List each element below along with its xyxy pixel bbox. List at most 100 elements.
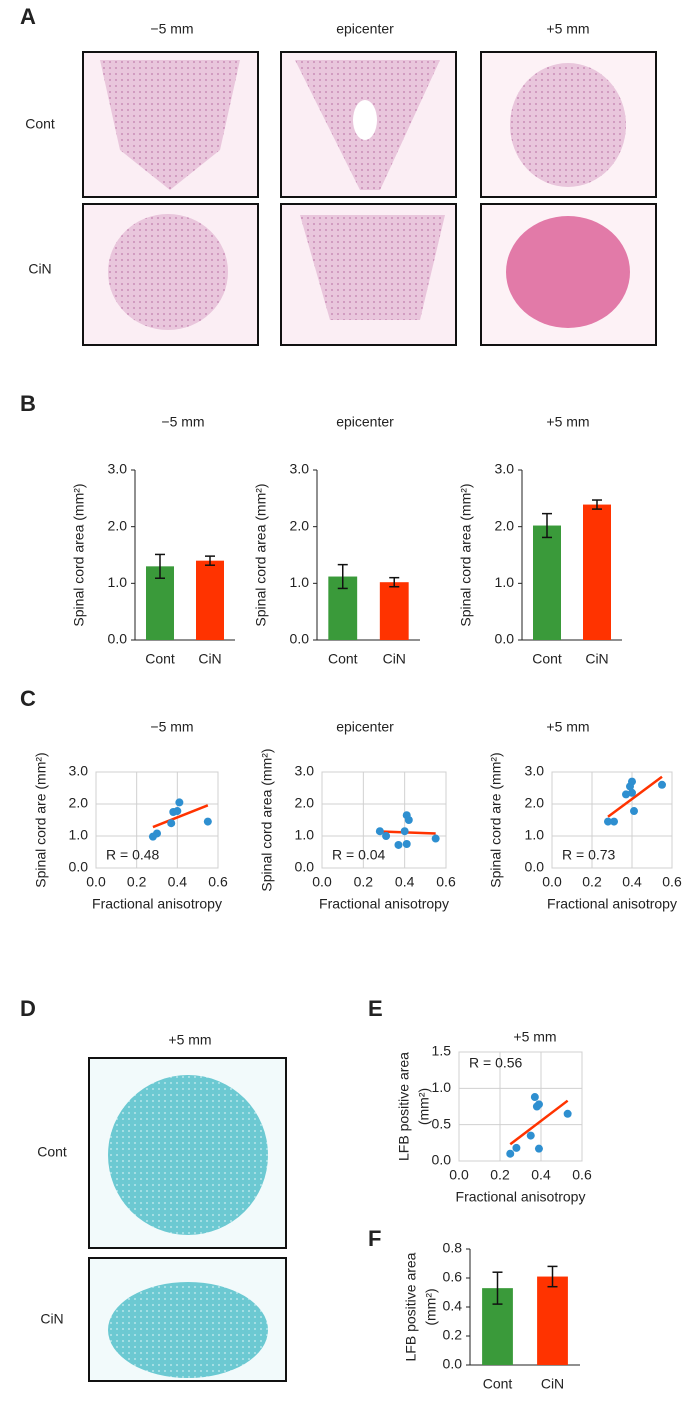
bar [379, 582, 409, 640]
point [402, 840, 411, 848]
x-tick-label: Cont [328, 651, 358, 667]
y-axis-label: Spinal cord area (mm²) [259, 748, 275, 891]
panel-label: F [368, 1226, 381, 1251]
chart-title: epicenter [336, 719, 394, 735]
y-tick-label: 0.0 [495, 631, 515, 647]
y-tick-label: 0.8 [443, 1240, 463, 1256]
error-bar [592, 499, 602, 510]
point [506, 1149, 515, 1158]
bar [583, 504, 611, 640]
plot-frame [321, 771, 447, 869]
x-tick-label: 0.0 [86, 874, 106, 890]
chart-title: epicenter [336, 414, 394, 430]
x-tick-label: 0.4 [168, 874, 188, 890]
row-label: CiN [40, 1311, 63, 1327]
y-tick-label: 3.0 [495, 461, 515, 477]
y-tick-label: 3.0 [290, 461, 310, 477]
histology-image [280, 203, 457, 346]
histology-image [82, 51, 259, 198]
row-label: CiN [28, 261, 51, 277]
x-tick-label: 0.0 [449, 1167, 469, 1183]
x-tick-label: 0.0 [542, 874, 562, 890]
histology-image [280, 51, 457, 198]
point [630, 807, 638, 816]
chart-title: −5 mm [161, 414, 204, 430]
annotation: R = 0.56 [469, 1055, 523, 1071]
point [203, 817, 212, 826]
chart-title: −5 mm [150, 719, 193, 735]
chart: epicenter Spinal cord area (mm²) 0.0 1.0 2.0… [259, 719, 456, 912]
y-axis-label: Spinal cord area (mm²) [71, 483, 87, 626]
row-label: Cont [25, 116, 55, 132]
error-bar [155, 553, 165, 579]
error-bar [547, 1265, 558, 1288]
error-bar [337, 563, 348, 590]
lfb-image [88, 1057, 287, 1249]
y-tick-label: 2.0 [295, 795, 315, 811]
column-label: epicenter [336, 21, 394, 37]
y-tick-label: 1.0 [290, 574, 310, 590]
plot-frame [95, 771, 219, 869]
row-label: Cont [37, 1144, 67, 1160]
x-tick-label: CiN [541, 1376, 564, 1392]
y-tick-label: 0.6 [443, 1269, 463, 1285]
y-tick-label: 0.5 [432, 1115, 452, 1131]
y-tick-label: 2.0 [525, 795, 545, 811]
y-tick-label: 1.0 [432, 1079, 452, 1095]
chart: +5 mm Spinal cord area (mm²) 0.0 1.0 2.0 3.0 C… [458, 414, 622, 667]
x-tick-label: 0.6 [208, 874, 228, 890]
y-tick-label: 3.0 [69, 763, 89, 779]
y-tick-label: 2.0 [69, 795, 89, 811]
y-tick-label: 0.0 [443, 1356, 463, 1372]
y-tick-label: 0.0 [290, 631, 310, 647]
y-tick-label: 0.4 [443, 1298, 463, 1314]
x-axis-label: Fractional anisotropy [92, 896, 222, 912]
x-tick-label: 0.6 [662, 874, 682, 890]
panel-label: E [368, 996, 383, 1021]
point [530, 1093, 539, 1102]
y-tick-label: 2.0 [108, 517, 128, 533]
panel-title: +5 mm [168, 1032, 211, 1048]
trendline [509, 1099, 569, 1146]
x-tick-label: Cont [532, 651, 562, 667]
y-tick-label: 1.5 [432, 1043, 452, 1059]
y-tick-label: 1.0 [295, 827, 315, 843]
point [382, 832, 391, 840]
point [628, 777, 636, 786]
point [622, 790, 630, 799]
chart: +5 mm Spinal cord are (mm²) 0.0 1.0 2.0 3.0 0.… [488, 719, 682, 912]
panel-label: A [20, 4, 36, 29]
chart-title: +5 mm [513, 1029, 556, 1045]
y-tick-label: 1.0 [108, 574, 128, 590]
y-tick-label: 3.0 [525, 763, 545, 779]
point [400, 827, 409, 836]
chart: epicenter Spinal cord area (mm²) 0.0 1.0 2.0… [253, 414, 420, 667]
y-axis-label: (mm²) [416, 1088, 432, 1125]
histology-image [82, 203, 259, 346]
plot-frame [551, 771, 673, 869]
y-axis-label: LFB positive area [396, 1052, 412, 1161]
x-tick-label: 0.6 [436, 874, 456, 890]
point [526, 1131, 535, 1140]
x-tick-label: CiN [198, 651, 221, 667]
point [173, 807, 182, 816]
y-tick-label: 0.0 [69, 859, 89, 875]
x-tick-label: 0.4 [531, 1167, 551, 1183]
error-bar [492, 1271, 503, 1305]
y-tick-label: 2.0 [290, 517, 310, 533]
trendline [152, 804, 209, 829]
point [604, 817, 612, 826]
point [628, 788, 636, 797]
x-tick-label: CiN [383, 651, 406, 667]
x-tick-label: 0.2 [490, 1167, 510, 1183]
error-bar [542, 512, 552, 539]
column-label: +5 mm [546, 21, 589, 37]
panel-label: C [20, 686, 36, 711]
y-tick-label: 1.0 [525, 827, 545, 843]
y-tick-label: 0.2 [443, 1327, 463, 1343]
histology-image [480, 51, 657, 198]
panel-a-images [82, 51, 657, 346]
point [167, 819, 176, 828]
y-tick-label: 0.0 [432, 1152, 452, 1168]
point [431, 834, 440, 843]
